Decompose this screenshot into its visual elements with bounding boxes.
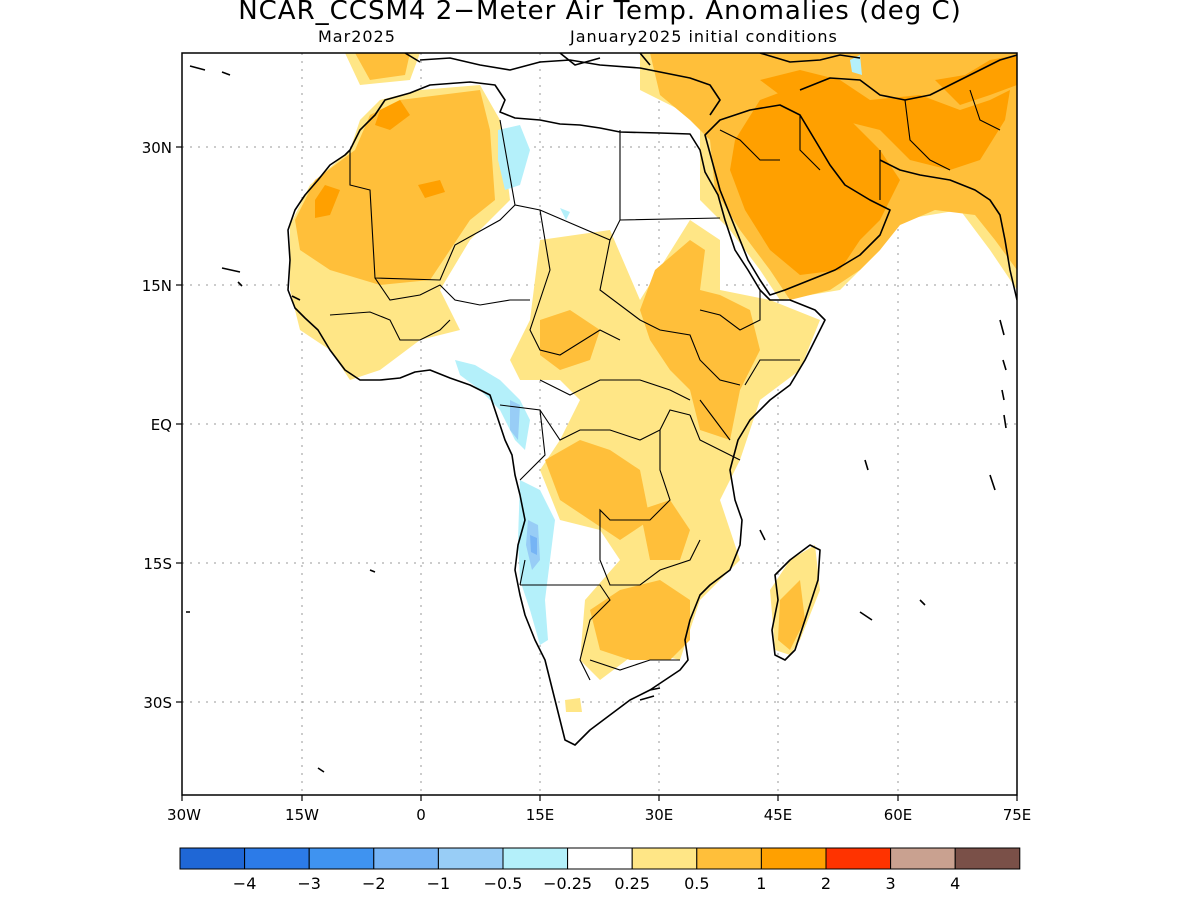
anomaly-region-neg0.25 <box>560 208 570 220</box>
legend-swatch <box>567 847 633 870</box>
legend-label: 1 <box>756 874 766 893</box>
axis-ticks <box>176 146 1018 801</box>
lon-label: 60E <box>884 806 913 824</box>
legend-swatch <box>244 847 310 870</box>
lat-label: 30N <box>142 139 172 157</box>
legend-swatch <box>179 847 246 870</box>
anomaly-region-1 <box>355 53 410 80</box>
legend-label: −3 <box>297 874 321 893</box>
legend-label: −2 <box>362 874 386 893</box>
legend-swatch <box>502 847 569 870</box>
lat-label: 30S <box>143 694 172 712</box>
lat-label: EQ <box>151 416 172 434</box>
anomaly-region-2 <box>315 185 340 218</box>
anomaly-region-2 <box>730 85 900 275</box>
anomaly-region-2 <box>375 100 410 130</box>
legend-label: 0.25 <box>614 874 650 893</box>
anomaly-region-1 <box>640 240 760 440</box>
legend-swatch <box>890 847 956 870</box>
lon-label: 75E <box>1003 806 1032 824</box>
lon-label: 15W <box>285 806 319 824</box>
anomaly-region-neg0.25 <box>498 125 530 190</box>
anomaly-region-2 <box>935 55 1017 105</box>
anomaly-shading <box>290 53 1017 712</box>
anomaly-region-neg0.5 <box>510 400 520 440</box>
anomaly-region-0.5 <box>565 698 582 712</box>
anomaly-region-neg1 <box>530 535 537 555</box>
init-conditions-label: January2025 initial conditions <box>570 27 838 46</box>
lon-label: 15E <box>526 806 555 824</box>
legend-swatch <box>760 847 827 870</box>
valid-month-label: Mar2025 <box>318 27 396 46</box>
legend-label: −1 <box>427 874 451 893</box>
legend-swatch <box>631 847 698 870</box>
legend-swatch <box>696 847 762 870</box>
anomaly-region-2 <box>418 180 445 198</box>
legend-swatch <box>308 847 375 870</box>
anomaly-region-1 <box>295 90 495 285</box>
chart-title: NCAR_CCSM4 2−Meter Air Temp. Anomalies (… <box>238 0 962 26</box>
anomaly-region-neg0.25 <box>850 55 862 75</box>
lon-label: 45E <box>764 806 793 824</box>
legend-label: −0.25 <box>543 874 592 893</box>
legend-label: 3 <box>886 874 896 893</box>
lon-label: 0 <box>416 806 426 824</box>
legend-swatch <box>825 847 892 870</box>
legend-label: −0.5 <box>484 874 523 893</box>
lon-label: 30E <box>645 806 674 824</box>
legend-label: −4 <box>233 874 257 893</box>
lon-label: 30W <box>167 806 201 824</box>
longitude-labels: 30W 15W 0 15E 30E 45E 60E 75E <box>167 806 1031 824</box>
anomaly-region-1 <box>540 310 600 370</box>
anomaly-region-1 <box>778 580 805 650</box>
legend-label: 4 <box>950 874 960 893</box>
legend-label: 0.5 <box>684 874 709 893</box>
legend-swatch <box>373 847 439 870</box>
anomaly-region-1 <box>545 440 650 540</box>
lat-label: 15N <box>142 277 172 295</box>
legend-swatch <box>954 847 1021 870</box>
anomaly-region-1 <box>640 500 690 560</box>
color-legend: −4 −3 −2 −1 −0.5 −0.25 0.25 0.5 1 2 3 4 <box>179 847 1021 893</box>
country-borders <box>329 89 1001 681</box>
legend-swatch <box>437 847 504 870</box>
anomaly-region-2 <box>760 70 1010 170</box>
latitude-labels: 30N 15N EQ 15S 30S <box>142 139 172 712</box>
legend-label: 2 <box>821 874 831 893</box>
anomaly-region-1 <box>590 580 690 660</box>
lat-label: 15S <box>143 555 172 573</box>
